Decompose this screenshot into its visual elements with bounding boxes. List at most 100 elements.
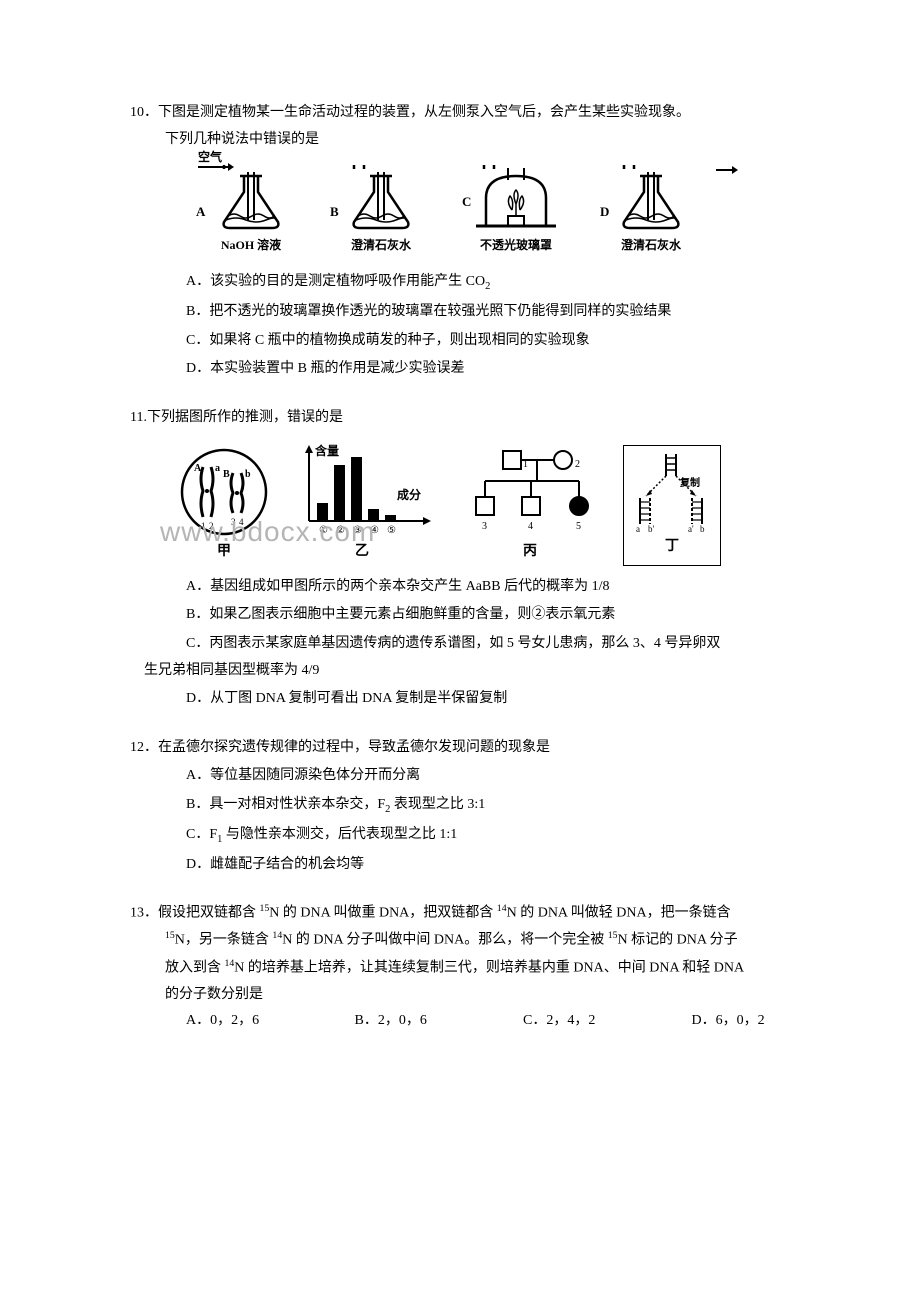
q13-s1-m1: N 的 DNA 叫做重 DNA，把双链都含 — [269, 906, 497, 921]
question-11: 11.下列据图所作的推测，错误的是 A a 1 2 — [130, 405, 800, 713]
q13-s3-post: N 的培养基上培养，让其连续复制三代，则培养基内重 DNA、中间 DNA 和轻 … — [234, 960, 744, 975]
q13-sup-1: 15 — [260, 903, 270, 914]
q11-option-b: B．如果乙图表示细胞中主要元素占细胞鲜重的含量，则②表示氧元素 — [130, 602, 800, 629]
svg-text:3: 3 — [482, 521, 487, 532]
cell-chromosome-icon: A a 1 2 B b 3 4 — [179, 447, 269, 537]
q13-option-b: B．2，0，6 — [355, 1008, 464, 1035]
dna-replication-icon: 复制 a b' a' — [630, 450, 714, 532]
svg-text:A: A — [194, 463, 202, 474]
fig-bing-label: 丙 — [523, 539, 537, 566]
q13-option-c: C．2，4，2 — [523, 1008, 632, 1035]
q13-sup-6: 14 — [225, 958, 235, 969]
q13-sup-3: 15 — [165, 930, 175, 941]
flask-a-icon — [216, 172, 286, 232]
q12-option-c: C．F1 与隐性亲本测交，后代表现型之比 1:1 — [130, 822, 800, 850]
svg-text:④: ④ — [370, 525, 379, 536]
svg-text:3: 3 — [231, 517, 236, 527]
fig-jia: A a 1 2 B b 3 4 甲 — [179, 447, 269, 566]
fig-ding: 复制 a b' a' — [623, 445, 721, 566]
q12-option-b: B．具一对相对性状亲本杂交，F2 表现型之比 3:1 — [130, 792, 800, 820]
svg-text:B: B — [223, 469, 230, 480]
q13-s2-m2: N 的 DNA 分子叫做中间 DNA。那么，将一个完全被 — [282, 933, 608, 948]
svg-text:4: 4 — [239, 517, 244, 527]
flask-d-letter: D — [600, 200, 609, 225]
flask-a-letter: A — [196, 200, 205, 225]
fig-yi: 含量 成分 ① ② ③ ④ ⑤ 乙 — [287, 443, 437, 566]
svg-text:②: ② — [336, 525, 345, 536]
q13-stem-line4: 的分子数分别是 — [130, 982, 800, 1009]
svg-text:b': b' — [648, 524, 655, 532]
yi-xlabel: 成分 — [397, 487, 421, 502]
q11-option-c-line1: C．丙图表示某家庭单基因遗传病的遗传系谱图，如 5 号女儿患病，那么 3、4 号… — [130, 631, 800, 658]
fig-jia-label: 甲 — [217, 539, 231, 566]
flask-b-icon — [346, 172, 416, 232]
q11-option-a: A．基因组成如甲图所示的两个亲本杂交产生 AaBB 后代的概率为 1/8 — [130, 574, 800, 601]
q10-a-sub: 2 — [485, 281, 490, 292]
q10-stem-line1: 下图是测定植物某一生命活动过程的装置，从左侧泵入空气后，会产生某些实验现象。 — [158, 105, 690, 120]
flask-b-letter: B — [330, 200, 339, 225]
svg-text:1: 1 — [201, 521, 206, 531]
svg-text:2: 2 — [575, 459, 580, 470]
q10-option-a: A．该实验的目的是测定植物呼吸作用能产生 CO2 — [130, 269, 800, 297]
q12-stem-text: 在孟德尔探究遗传规律的过程中，导致孟德尔发现问题的现象是 — [158, 740, 550, 755]
q12-b-post: 表现型之比 3:1 — [390, 797, 485, 812]
q13-s1-pre: 假设把双链都含 — [158, 906, 260, 921]
q10-figure: 空气 A — [130, 161, 800, 261]
q10-stem: 10．下图是测定植物某一生命活动过程的装置，从左侧泵入空气后，会产生某些实验现象… — [130, 100, 800, 127]
svg-text:⑤: ⑤ — [387, 525, 396, 536]
flask-d-label: 澄清石灰水 — [621, 234, 681, 257]
svg-text:a: a — [636, 524, 640, 532]
flask-c-label: 不透光玻璃罩 — [480, 234, 552, 257]
bell-jar-icon — [468, 168, 564, 232]
svg-text:4: 4 — [528, 521, 533, 532]
question-10: 10．下图是测定植物某一生命活动过程的装置，从左侧泵入空气后，会产生某些实验现象… — [130, 100, 800, 383]
q12-option-d: D．雌雄配子结合的机会均等 — [130, 852, 800, 879]
svg-text:③: ③ — [353, 525, 362, 536]
q12-c-post: 与隐性亲本测交，后代表现型之比 1:1 — [222, 827, 457, 842]
q13-sup-5: 15 — [608, 930, 618, 941]
fig-yi-label: 乙 — [355, 539, 369, 566]
pedigree-icon: 1 2 3 4 5 — [455, 443, 605, 537]
fig-ding-label: 丁 — [665, 534, 679, 561]
flask-a-label: NaOH 溶液 — [221, 234, 281, 257]
q13-sup-4: 14 — [272, 930, 282, 941]
q13-s2-m3: N 标记的 DNA 分子 — [618, 933, 738, 948]
q11-stem-text: 下列据图所作的推测，错误的是 — [147, 410, 343, 425]
q12-b-pre: B．具一对相对性状亲本杂交，F — [186, 797, 385, 812]
q12-c-pre: C．F — [186, 827, 217, 842]
svg-text:5: 5 — [576, 521, 581, 532]
q13-s1-m2: N 的 DNA 叫做轻 DNA，把一条链含 — [507, 906, 731, 921]
q13-option-a: A．0，2，6 — [186, 1008, 295, 1035]
q12-stem: 12．在孟德尔探究遗传规律的过程中，导致孟德尔发现问题的现象是 — [130, 735, 800, 762]
q13-number: 13． — [130, 906, 158, 921]
flask-b-label: 澄清石灰水 — [351, 234, 411, 257]
q11-option-c-line2: 生兄弟相同基因型概率为 4/9 — [130, 658, 800, 685]
question-12: 12．在孟德尔探究遗传规律的过程中，导致孟德尔发现问题的现象是 A．等位基因随同… — [130, 735, 800, 878]
svg-text:b: b — [245, 469, 251, 480]
q13-stem-line2: 15N，另一条链含 14N 的 DNA 分子叫做中间 DNA。那么，将一个完全被… — [130, 927, 800, 954]
question-13: 13．假设把双链都含 15N 的 DNA 叫做重 DNA，把双链都含 14N 的… — [130, 900, 800, 1035]
q13-sup-2: 14 — [497, 903, 507, 914]
svg-text:a': a' — [688, 524, 694, 532]
q11-stem: 11.下列据图所作的推测，错误的是 — [130, 405, 800, 432]
replication-label: 复制 — [679, 476, 700, 489]
yi-ylabel: 含量 — [315, 443, 339, 458]
q11-figures: A a 1 2 B b 3 4 甲 — [130, 443, 800, 566]
q11-number: 11. — [130, 410, 147, 425]
svg-text:b: b — [700, 524, 705, 532]
q10-number: 10． — [130, 105, 158, 120]
svg-text:①: ① — [319, 525, 328, 536]
q13-s2-m1: N，另一条链含 — [175, 933, 273, 948]
q13-option-d: D．6，0，2 — [692, 1008, 801, 1035]
q11-option-d: D．从丁图 DNA 复制可看出 DNA 复制是半保留复制 — [130, 686, 800, 713]
flask-c-letter: C — [462, 190, 471, 215]
q10-a-text: A．该实验的目的是测定植物呼吸作用能产生 CO — [186, 274, 485, 289]
q13-options-row: A．0，2，6 B．2，0，6 C．2，4，2 D．6，0，2 — [130, 1008, 800, 1035]
q12-option-a: A．等位基因随同源染色体分开而分离 — [130, 763, 800, 790]
q13-s3-pre: 放入到含 — [165, 960, 225, 975]
svg-text:a: a — [215, 463, 220, 474]
q12-number: 12． — [130, 740, 158, 755]
q13-stem-line1: 13．假设把双链都含 15N 的 DNA 叫做重 DNA，把双链都含 14N 的… — [130, 900, 800, 927]
q10-option-c: C．如果将 C 瓶中的植物换成萌发的种子，则出现相同的实验现象 — [130, 328, 800, 355]
q10-option-d: D．本实验装置中 B 瓶的作用是减少实验误差 — [130, 356, 800, 383]
